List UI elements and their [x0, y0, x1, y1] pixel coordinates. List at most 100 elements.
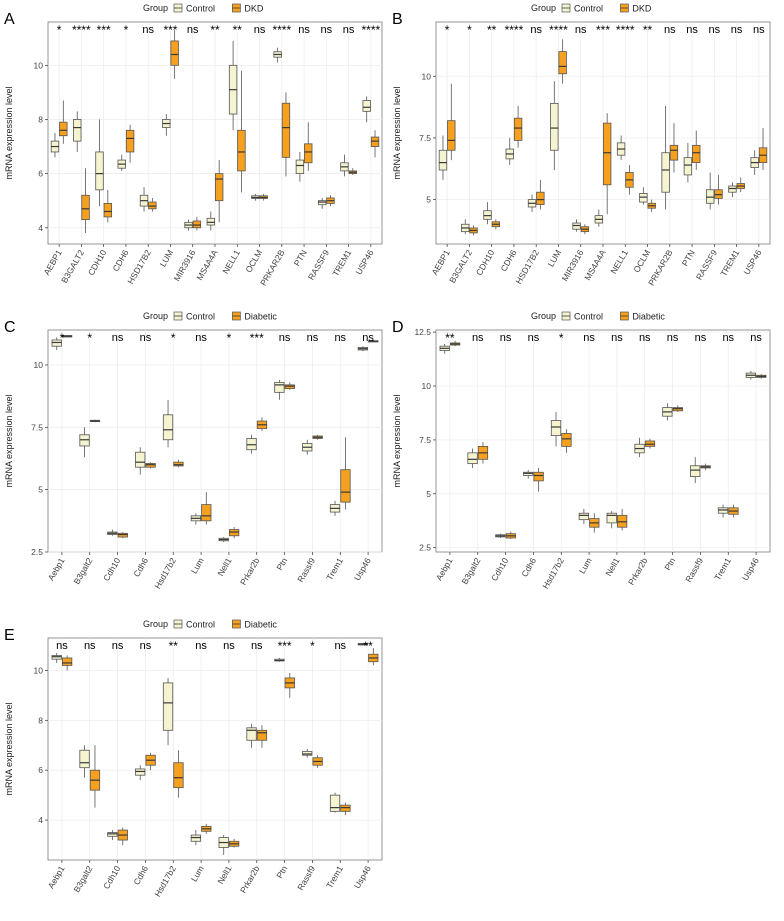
box-cdh6-control: [523, 470, 534, 479]
box-ms4a4a-control: [206, 211, 216, 231]
box-body: [578, 512, 590, 521]
significance-hsd17b2: ns: [530, 24, 542, 36]
box-lum-dkd: [558, 39, 567, 84]
significance-cdh6: ****: [505, 23, 524, 37]
legend-title: Group: [531, 3, 556, 13]
x-tick-label-b3galt2: B3galt2: [459, 556, 482, 586]
y-axis: 2.5 5 7.5 10 12.5: [414, 327, 436, 553]
boxplot-svg: E Group Control Diabetic 4 6 8 10 mRNA expressio…: [4, 619, 383, 898]
boxplot-svg: A Group Control DKD 4 6 8 10 mRNA expression lev…: [4, 3, 383, 287]
box-body: [467, 452, 478, 465]
significance-trem1: ns: [334, 640, 346, 652]
significance-ms4a4a: ***: [596, 23, 610, 37]
significance-labels: * * ** **** ns **** ns *** **** ** ns ns ns ns ns: [445, 23, 765, 37]
box-body: [714, 189, 723, 199]
box-body: [513, 117, 523, 141]
significance-usp46: ns: [750, 332, 762, 344]
significance-nell1: ns: [611, 332, 623, 344]
box-aebp1-control: [439, 344, 450, 354]
box-lum-diabetic: [201, 823, 212, 834]
box-hsd17b2-control: [550, 411, 562, 447]
box-cdh6-control: [135, 765, 146, 781]
box-ms4a4a-dkd: [214, 160, 224, 223]
x-tick-label-ptn: Ptn: [662, 556, 677, 572]
significance-rassf9: ns: [709, 24, 721, 36]
y-tick-label: 10: [34, 360, 44, 370]
x-tick-label-trem1: Trem1: [324, 556, 345, 582]
significance-nell1: **: [233, 23, 243, 37]
box-body: [79, 434, 90, 447]
boxplot-svg: D Group Control Diabetic 2.5 5 7.5 10 12.5 mRNA e…: [392, 311, 771, 590]
significance-prkar2b: ns: [639, 332, 651, 344]
significance-ptn: ns: [279, 332, 291, 344]
box-body: [145, 463, 156, 468]
box-prkar2b-diabetic: [256, 725, 268, 748]
y-axis: 2.5 5 7.5 10: [31, 360, 48, 557]
significance-hsd17b2: ns: [142, 24, 154, 36]
x-tick-label-trem1: Trem1: [712, 556, 733, 582]
boxplot-svg: C Group Control Diabetic 2.5 5 7.5 10 mRNA expre…: [4, 311, 383, 590]
legend-title: Group: [531, 311, 556, 321]
box-body: [561, 433, 572, 447]
y-axis: 5 7.5 10: [419, 71, 436, 205]
box-trem1-control: [329, 792, 341, 813]
box-cdh10-diabetic: [505, 531, 516, 540]
box-nell1-diabetic: [616, 508, 628, 531]
box-cdh10-dkd: [491, 219, 501, 230]
x-tick-label-ms4a4a: MS4A4A: [582, 248, 608, 282]
box-body: [606, 512, 617, 524]
box-nell1-control: [218, 835, 229, 856]
box-aebp1-control: [50, 133, 60, 158]
legend-label-dkd: DKD: [632, 4, 652, 14]
panel-label: B: [392, 11, 403, 28]
box-lum-control: [578, 508, 590, 524]
significance-prkar2b: ***: [250, 331, 264, 345]
box-cdh10-control: [107, 830, 118, 841]
series-control: [438, 81, 759, 235]
box-body: [483, 210, 492, 220]
x-tick-label-prkar2b: Prkar2b: [626, 556, 650, 587]
box-b3galt2-control: [79, 745, 90, 778]
box-ptn-control: [274, 657, 285, 662]
series-control: [51, 642, 369, 856]
x-tick-label-cdh6: Cdh6: [519, 556, 538, 579]
box-b3galt2-diabetic: [89, 419, 101, 423]
box-nell1-control: [218, 537, 229, 543]
x-tick-label-nell1: Nell1: [215, 864, 233, 886]
boxplot-svg: B Group Control DKD 5 7.5 10 mRNA expression le…: [392, 3, 771, 287]
box-lum-dkd: [170, 30, 179, 79]
y-axis-label: mRNA expression level: [4, 394, 14, 487]
x-tick-label-usp46: Usp46: [352, 556, 373, 583]
box-body: [284, 384, 295, 390]
box-body: [572, 222, 581, 230]
box-body: [550, 103, 559, 151]
x-tick-label-trem1: TREM1: [330, 248, 353, 278]
significance-lum: ****: [549, 23, 568, 37]
box-body: [317, 200, 327, 206]
series-diabetic: [449, 340, 767, 540]
legend-label-control: Control: [574, 4, 603, 14]
x-tick-label-b3galt2: B3galt2: [71, 556, 94, 586]
plot-area: [47, 637, 383, 861]
x-tick-label-nell1: NELL1: [220, 248, 242, 276]
chart-panel-d: D Group Control Diabetic 2.5 5 7.5 10 12.5 mRNA e…: [388, 308, 780, 613]
box-cdh10-control: [483, 202, 492, 225]
box-body: [558, 51, 567, 75]
box-trem1-diabetic: [340, 802, 351, 816]
box-body: [95, 151, 104, 191]
box-body: [304, 143, 313, 164]
legend-label-control: Control: [574, 312, 603, 322]
box-ptn-diabetic: [284, 382, 295, 390]
box-prkar2b-control: [246, 434, 257, 454]
legend-label-diabetic: Diabetic: [244, 312, 277, 322]
box-rassf9-control: [302, 439, 313, 455]
significance-lum: ns: [583, 332, 595, 344]
x-tick-label-cdh10: CDH10: [474, 248, 497, 277]
significance-b3galt2: ****: [72, 23, 91, 37]
box-b3galt2-diabetic: [477, 442, 489, 464]
x-tick-label-usp46: Usp46: [740, 556, 761, 583]
box-usp46-diabetic: [756, 374, 767, 379]
box-body: [214, 173, 224, 202]
x-tick-label-lum: Lum: [577, 556, 594, 575]
